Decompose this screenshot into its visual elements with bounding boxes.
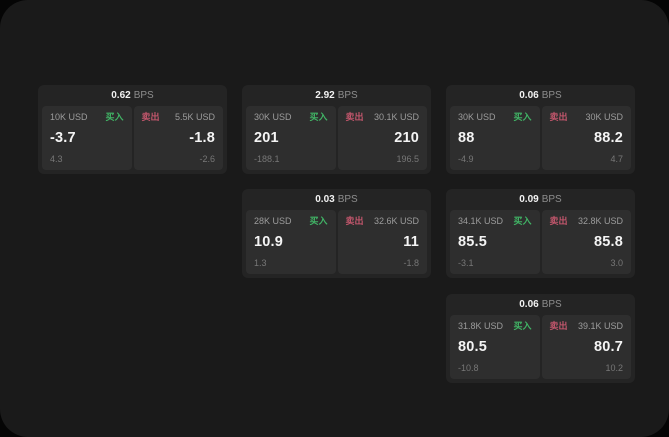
buy-amount: 30K USD: [254, 112, 292, 122]
buy-amount: 10K USD: [50, 112, 88, 122]
buy-panel[interactable]: 30K USD 买入 201 -188.1: [246, 106, 336, 170]
buy-label: 买入: [309, 112, 328, 122]
sell-amount: 30.1K USD: [373, 112, 419, 122]
sell-price: 85.8: [593, 234, 623, 251]
sell-panel[interactable]: 卖出 32.8K USD 85.8 3.0: [541, 210, 631, 274]
buy-label: 买入: [105, 112, 124, 122]
buy-sub-value: 1.3: [254, 258, 267, 268]
buy-price: 88: [458, 130, 475, 147]
buy-price: 85.5: [458, 234, 488, 251]
sell-sub-value: -2.6: [199, 154, 215, 164]
sell-panel[interactable]: 卖出 39.1K USD 80.7 10.2: [541, 315, 631, 379]
bps-unit-label: BPS: [541, 298, 562, 310]
sell-price: 11: [403, 234, 419, 251]
card-header: 0.06 BPS: [446, 85, 635, 106]
buy-sub-value: -3.1: [458, 258, 474, 268]
sell-sub-value: 3.0: [610, 258, 623, 268]
bps-value: 0.03: [315, 193, 335, 205]
quote-panels: 30K USD 买入 201 -188.1 卖出 30.1K USD 210 1…: [242, 106, 431, 174]
buy-panel[interactable]: 28K USD 买入 10.9 1.3: [246, 210, 336, 274]
sell-amount: 5.5K USD: [174, 112, 215, 122]
sell-panel[interactable]: 卖出 5.5K USD -1.8 -2.6: [133, 106, 223, 170]
sell-price: 80.7: [593, 339, 623, 356]
sell-price: -1.8: [189, 130, 215, 147]
sell-sub-value: 196.5: [396, 154, 419, 164]
quote-panels: 28K USD 买入 10.9 1.3 卖出 32.6K USD 11 -1.8: [242, 210, 431, 278]
sell-amount: 32.6K USD: [373, 216, 419, 226]
buy-label: 买入: [513, 112, 532, 122]
sell-amount: 30K USD: [585, 112, 623, 122]
buy-price: 10.9: [254, 234, 284, 251]
quote-card[interactable]: 2.92 BPS 30K USD 买入 201 -188.1 卖出 30.1K …: [242, 85, 431, 174]
sell-panel[interactable]: 卖出 30.1K USD 210 196.5: [337, 106, 427, 170]
quote-panels: 30K USD 买入 88 -4.9 卖出 30K USD 88.2 4.7: [446, 106, 635, 174]
buy-price: 201: [254, 130, 279, 147]
sell-panel[interactable]: 卖出 30K USD 88.2 4.7: [541, 106, 631, 170]
quote-panels: 34.1K USD 买入 85.5 -3.1 卖出 32.8K USD 85.8…: [446, 210, 635, 278]
buy-panel[interactable]: 31.8K USD 买入 80.5 -10.8: [450, 315, 540, 379]
card-header: 0.09 BPS: [446, 189, 635, 210]
buy-panel[interactable]: 34.1K USD 买入 85.5 -3.1: [450, 210, 540, 274]
buy-label: 买入: [513, 216, 532, 226]
sell-sub-value: -1.8: [403, 258, 419, 268]
bps-value: 0.06: [519, 298, 539, 310]
quote-panels: 31.8K USD 买入 80.5 -10.8 卖出 39.1K USD 80.…: [446, 315, 635, 383]
sell-label: 卖出: [345, 112, 364, 122]
buy-label: 买入: [309, 216, 328, 226]
sell-label: 卖出: [549, 112, 568, 122]
buy-panel[interactable]: 10K USD 买入 -3.7 4.3: [42, 106, 132, 170]
card-header: 2.92 BPS: [242, 85, 431, 106]
buy-sub-value: 4.3: [50, 154, 63, 164]
buy-sub-value: -188.1: [254, 154, 280, 164]
quote-card[interactable]: 0.09 BPS 34.1K USD 买入 85.5 -3.1 卖出 32.8K…: [446, 189, 635, 278]
sell-panel[interactable]: 卖出 32.6K USD 11 -1.8: [337, 210, 427, 274]
quote-panels: 10K USD 买入 -3.7 4.3 卖出 5.5K USD -1.8 -2.…: [38, 106, 227, 174]
card-header: 0.06 BPS: [446, 294, 635, 315]
quote-card[interactable]: 0.06 BPS 31.8K USD 买入 80.5 -10.8 卖出 39.1…: [446, 294, 635, 383]
buy-panel[interactable]: 30K USD 买入 88 -4.9: [450, 106, 540, 170]
buy-sub-value: -10.8: [458, 363, 479, 373]
quote-card[interactable]: 0.03 BPS 28K USD 买入 10.9 1.3 卖出 32.6K US…: [242, 189, 431, 278]
bps-value: 2.92: [315, 89, 335, 101]
buy-amount: 28K USD: [254, 216, 292, 226]
sell-sub-value: 10.2: [605, 363, 623, 373]
sell-price: 88.2: [593, 130, 623, 147]
sell-sub-value: 4.7: [610, 154, 623, 164]
bps-value: 0.62: [111, 89, 131, 101]
bps-unit-label: BPS: [133, 89, 154, 101]
card-header: 0.03 BPS: [242, 189, 431, 210]
bps-value: 0.06: [519, 89, 539, 101]
sell-amount: 39.1K USD: [577, 321, 623, 331]
bps-unit-label: BPS: [337, 193, 358, 205]
card-header: 0.62 BPS: [38, 85, 227, 106]
buy-amount: 31.8K USD: [458, 321, 504, 331]
sell-amount: 32.8K USD: [577, 216, 623, 226]
quote-card[interactable]: 0.06 BPS 30K USD 买入 88 -4.9 卖出 30K USD 8…: [446, 85, 635, 174]
buy-amount: 34.1K USD: [458, 216, 504, 226]
buy-sub-value: -4.9: [458, 154, 474, 164]
bps-unit-label: BPS: [337, 89, 358, 101]
buy-price: -3.7: [50, 130, 76, 147]
quote-card[interactable]: 0.62 BPS 10K USD 买入 -3.7 4.3 卖出 5.5K USD…: [38, 85, 227, 174]
sell-label: 卖出: [549, 321, 568, 331]
bps-value: 0.09: [519, 193, 539, 205]
sell-label: 卖出: [549, 216, 568, 226]
sell-label: 卖出: [345, 216, 364, 226]
buy-price: 80.5: [458, 339, 488, 356]
bps-unit-label: BPS: [541, 193, 562, 205]
sell-label: 卖出: [141, 112, 160, 122]
bps-unit-label: BPS: [541, 89, 562, 101]
buy-label: 买入: [513, 321, 532, 331]
sell-price: 210: [394, 130, 419, 147]
buy-amount: 30K USD: [458, 112, 496, 122]
